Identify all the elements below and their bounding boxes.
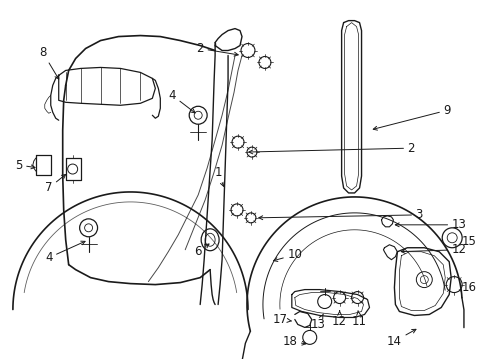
Text: 14: 14: [386, 329, 415, 348]
Text: 1: 1: [214, 166, 224, 186]
Text: 4: 4: [45, 241, 85, 264]
Text: 2: 2: [196, 42, 238, 56]
Text: 13: 13: [394, 218, 466, 231]
Text: 9: 9: [372, 104, 450, 130]
Text: 12: 12: [331, 311, 346, 328]
Text: 8: 8: [39, 46, 59, 79]
Text: 10: 10: [273, 248, 302, 261]
Text: 4: 4: [168, 89, 195, 113]
Text: 18: 18: [282, 335, 305, 348]
Text: 7: 7: [45, 175, 65, 194]
Text: 12: 12: [401, 243, 466, 256]
Text: 13: 13: [310, 314, 325, 331]
Text: 3: 3: [258, 208, 422, 221]
Text: 2: 2: [248, 141, 414, 155]
Text: 17: 17: [272, 313, 291, 326]
Text: 16: 16: [461, 281, 476, 294]
Text: 11: 11: [351, 311, 366, 328]
Text: 5: 5: [15, 158, 35, 172]
Text: 6: 6: [194, 244, 208, 258]
Text: 15: 15: [461, 235, 476, 248]
